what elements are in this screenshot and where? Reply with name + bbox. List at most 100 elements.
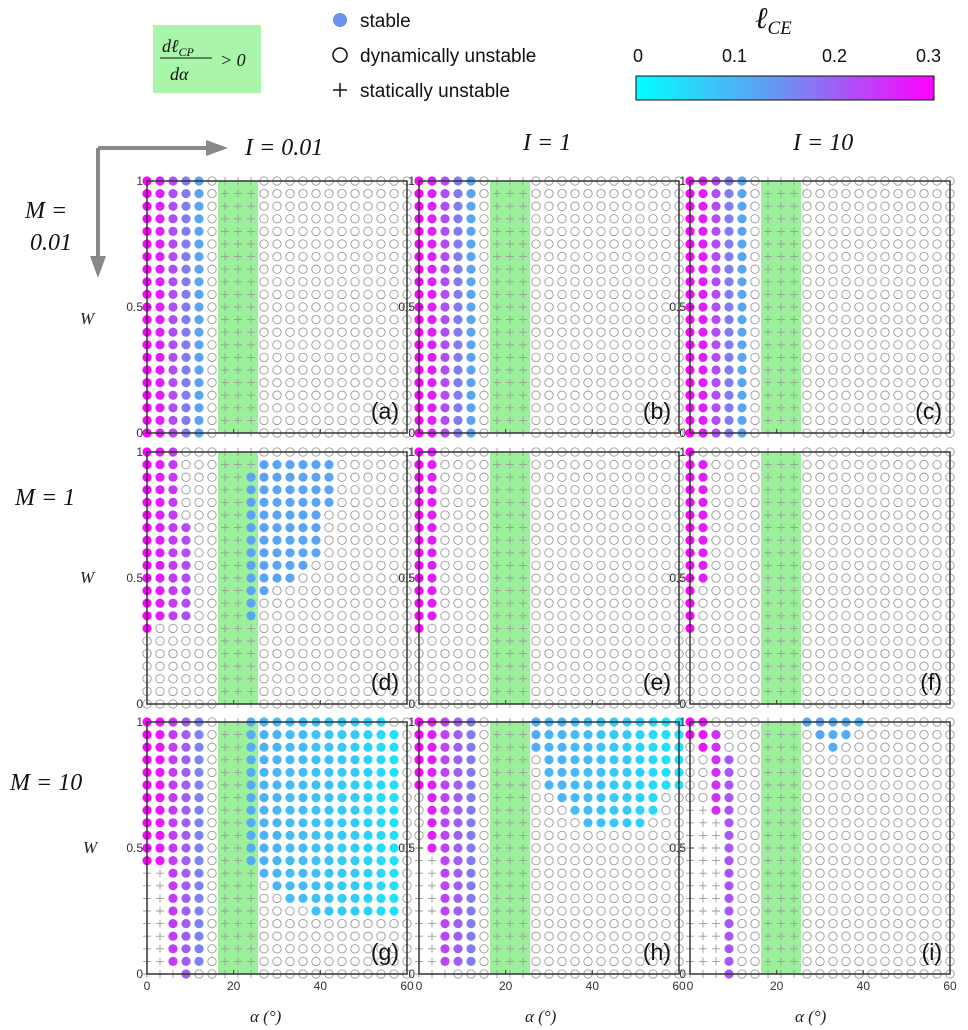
stable-point <box>363 881 373 891</box>
dynamic-unstable-point <box>880 855 890 866</box>
static-unstable-point <box>234 227 242 236</box>
dynamic-unstable-point <box>544 636 554 646</box>
dynamic-unstable-point <box>311 251 321 262</box>
dynamic-unstable-point <box>648 289 658 300</box>
stable-point <box>711 252 721 262</box>
dynamic-unstable-point <box>815 415 825 426</box>
stable-point <box>155 226 165 236</box>
stable-point <box>453 214 463 224</box>
stable-point <box>350 856 360 866</box>
static-unstable-point <box>790 265 798 274</box>
dynamic-unstable-point <box>919 881 929 891</box>
static-unstable-point <box>506 919 514 928</box>
dynamic-unstable-point <box>661 485 671 495</box>
dynamic-unstable-point <box>350 636 360 646</box>
dynamic-unstable-point <box>893 485 903 495</box>
stable-point <box>376 730 386 740</box>
legend-static-marker <box>333 83 347 97</box>
stable-point <box>466 755 476 765</box>
static-unstable-point <box>519 240 527 248</box>
stable-point <box>272 497 282 507</box>
static-unstable-point <box>764 881 772 890</box>
static-unstable-point <box>493 662 501 671</box>
dynamic-unstable-point <box>648 302 658 312</box>
stable-point <box>466 906 476 916</box>
dynamic-unstable-point <box>531 365 541 375</box>
static-unstable-point <box>506 498 514 507</box>
dynamic-unstable-point <box>324 636 334 646</box>
static-unstable-point <box>428 932 436 941</box>
stable-point <box>168 780 178 790</box>
static-unstable-point <box>506 869 514 878</box>
dynamic-unstable-point <box>802 302 812 312</box>
dynamic-unstable-point <box>635 390 645 400</box>
stable-point <box>311 856 321 866</box>
stable-point <box>181 226 191 236</box>
stable-point <box>337 843 347 853</box>
static-unstable-point <box>234 869 242 878</box>
dynamic-unstable-point <box>350 352 360 363</box>
dynamic-unstable-point <box>272 661 282 671</box>
static-unstable-point <box>519 340 527 349</box>
static-unstable-point <box>519 574 527 582</box>
dynamic-unstable-point <box>932 742 942 752</box>
static-unstable-point <box>493 856 501 865</box>
dynamic-unstable-point <box>350 226 360 237</box>
dynamic-unstable-point <box>932 661 942 671</box>
dynamic-unstable-point <box>815 472 825 482</box>
dynamic-unstable-point <box>479 314 489 325</box>
static-unstable-point <box>777 793 785 802</box>
stable-point <box>453 830 463 841</box>
dynamic-unstable-point <box>207 277 217 287</box>
dynamic-unstable-point <box>350 548 360 558</box>
stable-point <box>724 352 734 362</box>
stable-point <box>724 856 734 866</box>
dynamic-unstable-point <box>815 956 825 967</box>
dynamic-unstable-point <box>272 226 282 237</box>
dynamic-unstable-point <box>867 327 877 337</box>
dynamic-unstable-point <box>737 805 747 815</box>
dynamic-unstable-point <box>311 686 321 697</box>
static-unstable-point <box>506 548 514 557</box>
dynamic-unstable-point <box>737 459 747 470</box>
stable-point <box>194 805 204 815</box>
dynamic-unstable-point <box>363 226 373 237</box>
static-unstable-point <box>790 498 798 507</box>
dynamic-unstable-point <box>867 611 877 621</box>
dynamic-unstable-point <box>531 906 541 916</box>
static-unstable-point <box>221 662 229 671</box>
dynamic-unstable-point <box>919 459 929 470</box>
dynamic-unstable-point <box>906 214 916 224</box>
stable-point <box>246 742 256 752</box>
dynamic-unstable-point <box>272 918 282 929</box>
dynamic-unstable-point <box>867 415 877 426</box>
dynamic-unstable-point <box>596 277 606 287</box>
stable-point <box>168 830 178 841</box>
dynamic-unstable-point <box>815 623 825 634</box>
dynamic-unstable-point <box>453 497 463 508</box>
dynamic-unstable-point <box>661 843 671 853</box>
stable-point <box>544 780 554 790</box>
dynamic-unstable-point <box>648 611 658 621</box>
static-unstable-point <box>234 957 242 966</box>
static-unstable-point <box>221 818 229 827</box>
dynamic-unstable-point <box>207 636 217 646</box>
dynamic-unstable-point <box>622 352 632 363</box>
dynamic-unstable-point <box>661 415 671 426</box>
static-unstable-point <box>247 919 255 928</box>
static-unstable-point <box>790 227 798 236</box>
static-unstable-point <box>764 919 772 928</box>
stable-point <box>376 830 386 841</box>
dynamic-unstable-point <box>815 314 825 325</box>
dynamic-unstable-point <box>350 390 360 400</box>
dynamic-unstable-point <box>181 636 191 646</box>
dynamic-unstable-point <box>544 251 554 262</box>
dynamic-unstable-point <box>919 944 929 954</box>
stable-point <box>466 830 476 841</box>
stable-point <box>828 730 838 740</box>
dynamic-unstable-point <box>350 611 360 621</box>
dynamic-unstable-point <box>737 906 747 916</box>
stable-point <box>298 793 308 803</box>
dynamic-unstable-point <box>893 415 903 426</box>
dynamic-unstable-point <box>867 226 877 237</box>
